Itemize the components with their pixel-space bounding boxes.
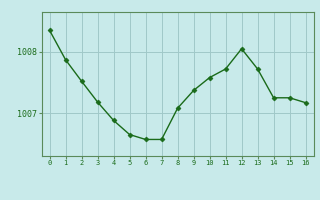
Text: Graphe pression niveau de la mer (hPa): Graphe pression niveau de la mer (hPa) [58,179,262,188]
